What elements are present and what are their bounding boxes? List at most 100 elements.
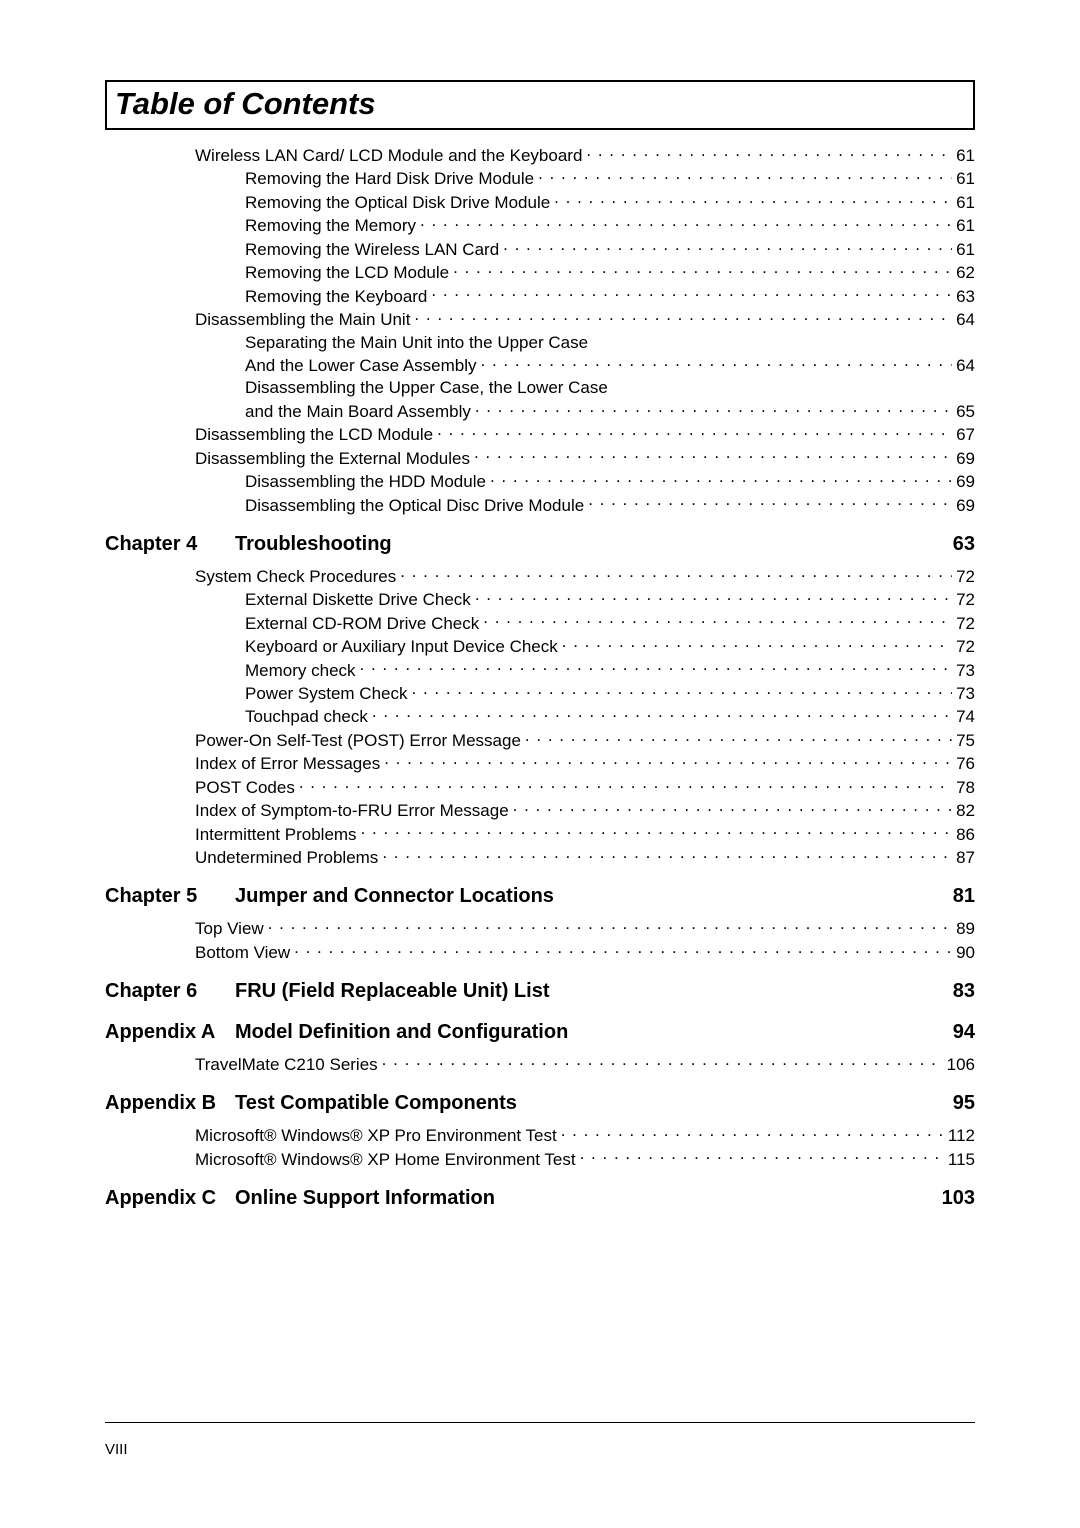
toc-entry-text: Memory check: [245, 660, 360, 681]
toc-entry-page: 106: [943, 1054, 975, 1075]
chapter-title: Troubleshooting: [235, 532, 953, 557]
chapter-label: Appendix A: [105, 1020, 235, 1045]
toc-entry-page: 74: [952, 706, 975, 727]
toc-entry-page: 72: [952, 613, 975, 634]
toc-entry: Disassembling the Upper Case, the Lower …: [105, 377, 975, 422]
toc-leader-dots: [412, 682, 953, 699]
toc-entry: Microsoft® Windows® XP Pro Environment T…: [105, 1124, 975, 1146]
toc-entry: POST Codes78: [105, 776, 975, 798]
toc-entry-text: External CD-ROM Drive Check: [245, 613, 483, 634]
toc-entry-text: Keyboard or Auxiliary Input Device Check: [245, 636, 562, 657]
toc-entry-page: 72: [952, 589, 975, 610]
table-of-contents: Wireless LAN Card/ LCD Module and the Ke…: [105, 144, 975, 1211]
chapter-label: Chapter 6: [105, 979, 235, 1004]
toc-entry-page: 65: [952, 401, 975, 422]
toc-entry: Power System Check 73: [105, 682, 975, 704]
page-footer: VIII: [105, 1422, 975, 1458]
toc-entry-text: Removing the Hard Disk Drive Module: [245, 168, 538, 189]
toc-leader-dots: [474, 447, 952, 464]
chapter-heading: Appendix BTest Compatible Components95: [105, 1091, 975, 1116]
toc-entry: Disassembling the Optical Disc Drive Mod…: [105, 494, 975, 516]
toc-entry-text: TravelMate C210 Series: [195, 1054, 382, 1075]
toc-entry: Removing the LCD Module62: [105, 261, 975, 283]
toc-entry-text: Index of Symptom-to-FRU Error Message: [195, 800, 513, 821]
chapter-label: Chapter 5: [105, 884, 235, 909]
toc-entry-page: 63: [952, 286, 975, 307]
toc-entry: Removing the Wireless LAN Card61: [105, 238, 975, 260]
toc-entry: Intermittent Problems 86: [105, 823, 975, 845]
toc-entry-line2: And the Lower Case Assembly64: [105, 354, 975, 376]
toc-entry-text: Power System Check: [245, 683, 412, 704]
chapter-page: 103: [942, 1186, 975, 1211]
chapter-label: Appendix B: [105, 1091, 235, 1116]
toc-leader-dots: [414, 308, 952, 325]
toc-entry: System Check Procedures72: [105, 565, 975, 587]
chapter-label: Chapter 4: [105, 532, 235, 557]
toc-entry-page: 73: [952, 660, 975, 681]
toc-leader-dots: [554, 191, 952, 208]
toc-entry: Touchpad check 74: [105, 705, 975, 727]
chapter-title: Online Support Information: [235, 1186, 942, 1211]
toc-leader-dots: [268, 917, 952, 934]
toc-leader-dots: [580, 1148, 944, 1165]
toc-entry-text: Disassembling the HDD Module: [245, 471, 490, 492]
chapter-heading: Chapter 6FRU (Field Replaceable Unit) Li…: [105, 979, 975, 1004]
toc-leader-dots: [420, 214, 952, 231]
toc-entry-page: 75: [952, 730, 975, 751]
toc-entry-text: Power-On Self-Test (POST) Error Message: [195, 730, 525, 751]
toc-entry-page: 73: [952, 683, 975, 704]
toc-entry: Keyboard or Auxiliary Input Device Check…: [105, 635, 975, 657]
toc-leader-dots: [481, 354, 953, 371]
toc-entry-page: 72: [952, 636, 975, 657]
toc-entry-line1: Disassembling the Upper Case, the Lower …: [105, 377, 975, 398]
chapter-page: 81: [953, 884, 975, 909]
toc-entry-text: Disassembling the Main Unit: [195, 309, 414, 330]
toc-entry-text: Removing the Optical Disk Drive Module: [245, 192, 554, 213]
toc-leader-dots: [525, 729, 952, 746]
toc-entry-page: 89: [952, 918, 975, 939]
chapter-page: 94: [953, 1020, 975, 1045]
toc-entry-text: Bottom View: [195, 942, 294, 963]
toc-entry: Top View 89: [105, 917, 975, 939]
toc-entry-text: Disassembling the LCD Module: [195, 424, 437, 445]
chapter-heading: Chapter 5Jumper and Connector Locations8…: [105, 884, 975, 909]
page: Table of Contents Wireless LAN Card/ LCD…: [0, 0, 1080, 1528]
chapter-heading: Chapter 4Troubleshooting63: [105, 532, 975, 557]
toc-entry: Disassembling the HDD Module69: [105, 470, 975, 492]
title-box: Table of Contents: [105, 80, 975, 130]
toc-entry-text: Removing the Keyboard: [245, 286, 431, 307]
toc-entry-text: Index of Error Messages: [195, 753, 384, 774]
toc-entry-page: 112: [944, 1125, 975, 1146]
chapter-title: Jumper and Connector Locations: [235, 884, 953, 909]
toc-entry-page: 86: [952, 824, 975, 845]
toc-entry-text: Intermittent Problems: [195, 824, 361, 845]
toc-leader-dots: [382, 846, 952, 863]
toc-entry-text: POST Codes: [195, 777, 299, 798]
toc-entry-text: Disassembling the Optical Disc Drive Mod…: [245, 495, 588, 516]
page-title: Table of Contents: [115, 86, 965, 122]
toc-leader-dots: [400, 565, 952, 582]
toc-entry-page: 76: [952, 753, 975, 774]
toc-entry-page: 82: [952, 800, 975, 821]
toc-leader-dots: [360, 659, 953, 676]
toc-entry: Separating the Main Unit into the Upper …: [105, 332, 975, 377]
chapter-heading: Appendix COnline Support Information103: [105, 1186, 975, 1211]
toc-entry-page: 115: [944, 1149, 975, 1170]
chapter-heading: Appendix AModel Definition and Configura…: [105, 1020, 975, 1045]
toc-entry-text: Top View: [195, 918, 268, 939]
toc-entry-page: 64: [952, 355, 975, 376]
toc-entry: Memory check 73: [105, 659, 975, 681]
toc-entry-page: 61: [952, 215, 975, 236]
toc-leader-dots: [513, 799, 952, 816]
chapter-page: 63: [953, 532, 975, 557]
toc-entry: Removing the Memory61: [105, 214, 975, 236]
toc-entry-page: 69: [952, 495, 975, 516]
toc-entry-text: Removing the Wireless LAN Card: [245, 239, 503, 260]
toc-entry-page: 61: [952, 145, 975, 166]
toc-entry-line1: Separating the Main Unit into the Upper …: [105, 332, 975, 353]
toc-entry-page: 62: [952, 262, 975, 283]
toc-leader-dots: [588, 494, 952, 511]
toc-entry-text: Touchpad check: [245, 706, 372, 727]
toc-entry-text: and the Main Board Assembly: [245, 401, 475, 422]
toc-entry: Microsoft® Windows® XP Home Environment …: [105, 1148, 975, 1170]
